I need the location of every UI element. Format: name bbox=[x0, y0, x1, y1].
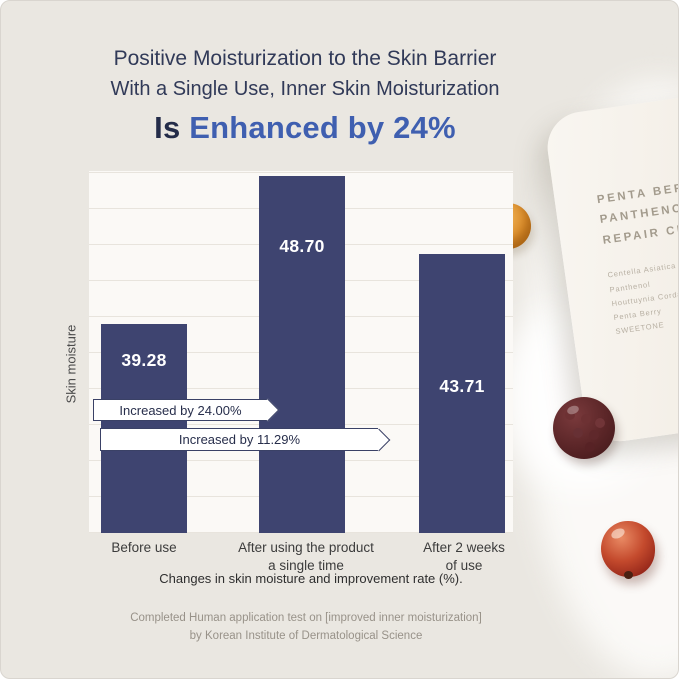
headline-line-1: Positive Moisturization to the Skin Barr… bbox=[113, 47, 497, 70]
x-label-line: Before use bbox=[111, 540, 177, 555]
test-footnote: Completed Human application test on [imp… bbox=[41, 609, 571, 646]
chart-caption: Changes in skin moisture and improvement… bbox=[159, 571, 463, 586]
headline-highlight: Enhanced by 24% bbox=[189, 110, 456, 145]
x-label-after-single-use: After using the product a single time bbox=[216, 539, 396, 575]
bar-value-label: 43.71 bbox=[439, 376, 485, 397]
y-axis-label: Skin moisture bbox=[63, 324, 79, 404]
headline: Positive Moisturization to the Skin Barr… bbox=[1, 47, 609, 146]
bar-after-2-weeks: 43.71 bbox=[419, 254, 505, 533]
x-label-line: a single time bbox=[268, 558, 344, 574]
footnote-line-2: by Korean Institute of Dermatological Sc… bbox=[189, 630, 423, 643]
bar-value-label: 48.70 bbox=[279, 235, 325, 256]
x-label-after-2-weeks: After 2 weeks of use bbox=[374, 539, 554, 575]
plot-area: 39.28 48.70 43.71 bbox=[89, 171, 513, 533]
x-label-before-use: Before use bbox=[54, 539, 234, 557]
red-berry-photo bbox=[601, 521, 655, 579]
increase-arrow-11: Increased by 11.29% bbox=[100, 428, 378, 451]
footnote-line-1: Completed Human application test on [imp… bbox=[130, 612, 482, 624]
x-label-line: After 2 weeks bbox=[423, 540, 505, 555]
headline-line-2: With a Single Use, Inner Skin Moisturiza… bbox=[110, 78, 500, 100]
bar-after-single-use: 48.70 bbox=[259, 175, 345, 533]
x-label-line: of use bbox=[445, 558, 483, 574]
x-label-line: After using the product bbox=[238, 540, 374, 555]
headline-line-3: Is Enhanced by 24% bbox=[1, 110, 609, 146]
headline-prefix: Is bbox=[154, 110, 190, 145]
bar-value-label: 39.28 bbox=[121, 349, 167, 370]
increase-arrow-24: Increased by 24.00% bbox=[93, 399, 267, 421]
dark-raspberry-photo bbox=[553, 397, 615, 459]
